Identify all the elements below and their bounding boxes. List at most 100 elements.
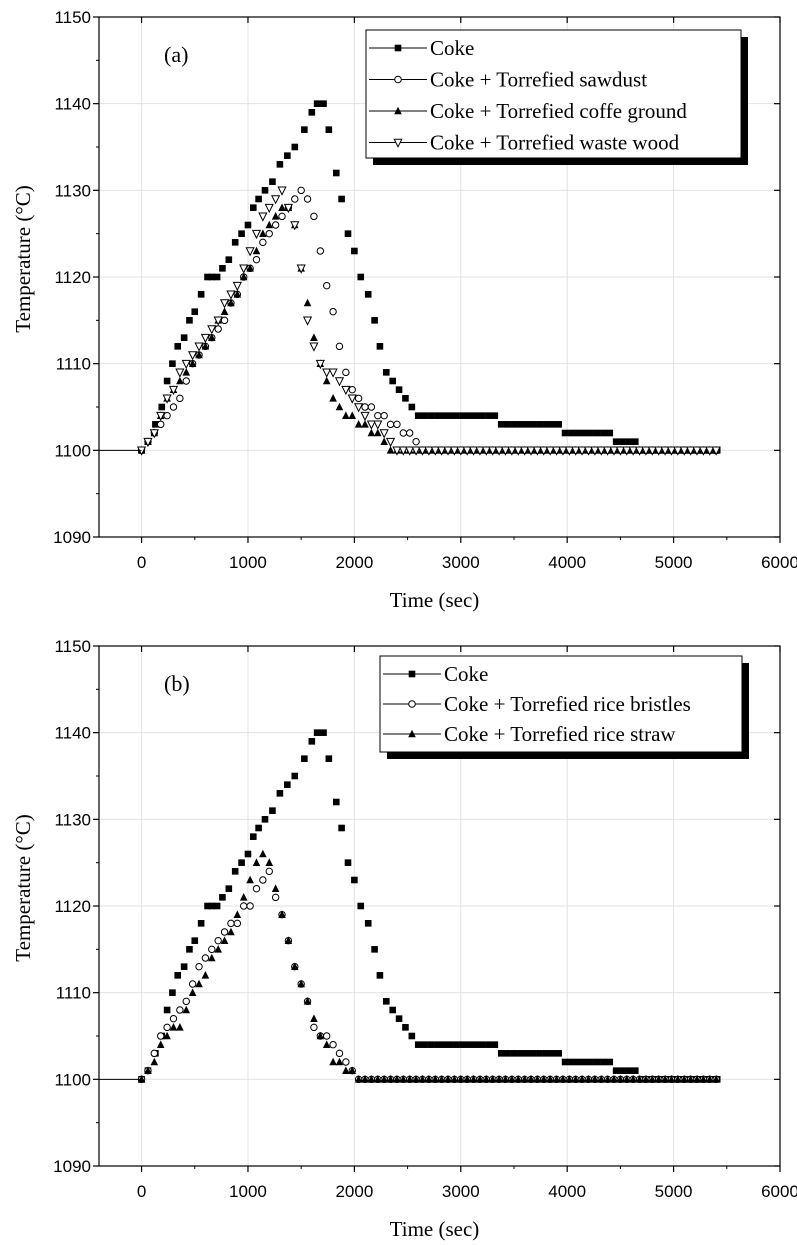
x-tick-label: 6000: [761, 553, 797, 572]
data-point: [600, 429, 607, 437]
data-point: [259, 229, 267, 237]
data-point: [546, 1075, 554, 1083]
data-point: [485, 412, 492, 419]
data-point: [654, 446, 664, 456]
data-point: [597, 1075, 606, 1083]
data-point: [186, 946, 193, 953]
data-point: [398, 446, 408, 456]
data-point: [386, 1075, 395, 1083]
data-point: [249, 833, 257, 840]
data-point: [437, 1075, 446, 1083]
data-point: [348, 385, 356, 394]
data-point: [278, 203, 286, 211]
data-point: [213, 273, 221, 281]
data-point: [606, 1058, 614, 1066]
data-point: [290, 962, 299, 970]
data-point: [261, 187, 269, 194]
data-point: [158, 403, 166, 411]
data-point: [233, 910, 242, 918]
data-point: [329, 1040, 337, 1049]
data-point: [469, 1075, 478, 1083]
data-point: [414, 412, 422, 419]
data-point: [150, 1057, 159, 1066]
data-point: [376, 972, 384, 979]
data-point: [351, 876, 358, 884]
data-point: [188, 980, 197, 988]
data-point: [207, 325, 217, 335]
data-point: [320, 100, 327, 107]
data-point: [259, 849, 267, 858]
data-point: [207, 953, 216, 962]
data-point: [478, 412, 486, 419]
data-point: [227, 298, 235, 307]
data-point: [434, 412, 441, 419]
data-point: [568, 1058, 575, 1066]
data-point: [188, 359, 197, 367]
data-point: [520, 446, 530, 456]
data-point: [437, 446, 447, 456]
data-point: [180, 963, 188, 970]
data-point: [322, 376, 331, 385]
data-point: [443, 446, 453, 456]
data-point: [517, 1050, 524, 1057]
data-point: [191, 308, 199, 315]
data-point: [545, 446, 555, 456]
data-point: [297, 186, 305, 195]
legend-item-coke: Coke: [383, 662, 488, 686]
data-point: [208, 902, 216, 910]
data-point: [587, 429, 594, 437]
data-point: [335, 402, 344, 411]
legend-marker: [394, 44, 402, 52]
data-point: [156, 411, 166, 422]
data-point: [616, 1075, 625, 1083]
data-point: [162, 394, 172, 404]
data-point: [163, 1031, 171, 1040]
data-point: [679, 446, 689, 456]
data-point: [414, 1041, 422, 1048]
data-point: [283, 203, 294, 214]
data-point: [163, 411, 171, 420]
legend-label: Coke + Torrefied rice straw: [444, 722, 676, 746]
data-point: [693, 1075, 701, 1083]
data-point: [329, 394, 337, 402]
data-point: [517, 421, 524, 428]
data-point: [382, 998, 390, 1005]
legend-marker: [393, 138, 403, 148]
data-point: [297, 979, 305, 988]
data-point: [485, 1041, 492, 1048]
x-tick-label: 2000: [335, 1182, 373, 1201]
data-point: [176, 376, 184, 385]
data-point: [238, 230, 245, 237]
data-point: [453, 1041, 460, 1048]
data-point: [568, 429, 575, 437]
data-point: [301, 755, 308, 762]
data-point: [395, 386, 403, 393]
data-point: [316, 247, 325, 255]
data-point: [201, 954, 210, 962]
data-point: [532, 446, 543, 456]
data-point: [258, 212, 268, 222]
data-point: [648, 1075, 657, 1083]
data-point: [255, 195, 262, 203]
data-point: [284, 781, 291, 788]
data-point: [399, 429, 408, 437]
data-point: [481, 446, 491, 456]
data-point: [712, 1075, 720, 1083]
data-point: [559, 1075, 567, 1083]
data-point: [600, 1058, 607, 1066]
data-point: [642, 1075, 650, 1083]
data-point: [303, 195, 312, 203]
data-point: [191, 937, 199, 944]
data-point: [395, 1015, 403, 1022]
data-point: [631, 1067, 639, 1074]
data-point: [661, 1075, 669, 1083]
legend-item-coke-torrefied-rice-straw: Coke + Torrefied rice straw: [383, 722, 676, 746]
data-point: [542, 421, 550, 428]
legend-label: Coke: [444, 662, 488, 686]
data-point: [533, 1075, 542, 1083]
data-point: [342, 411, 350, 419]
data-point: [406, 429, 414, 437]
data-point: [548, 421, 556, 428]
data-point: [412, 1075, 420, 1083]
data-point: [440, 1041, 448, 1048]
